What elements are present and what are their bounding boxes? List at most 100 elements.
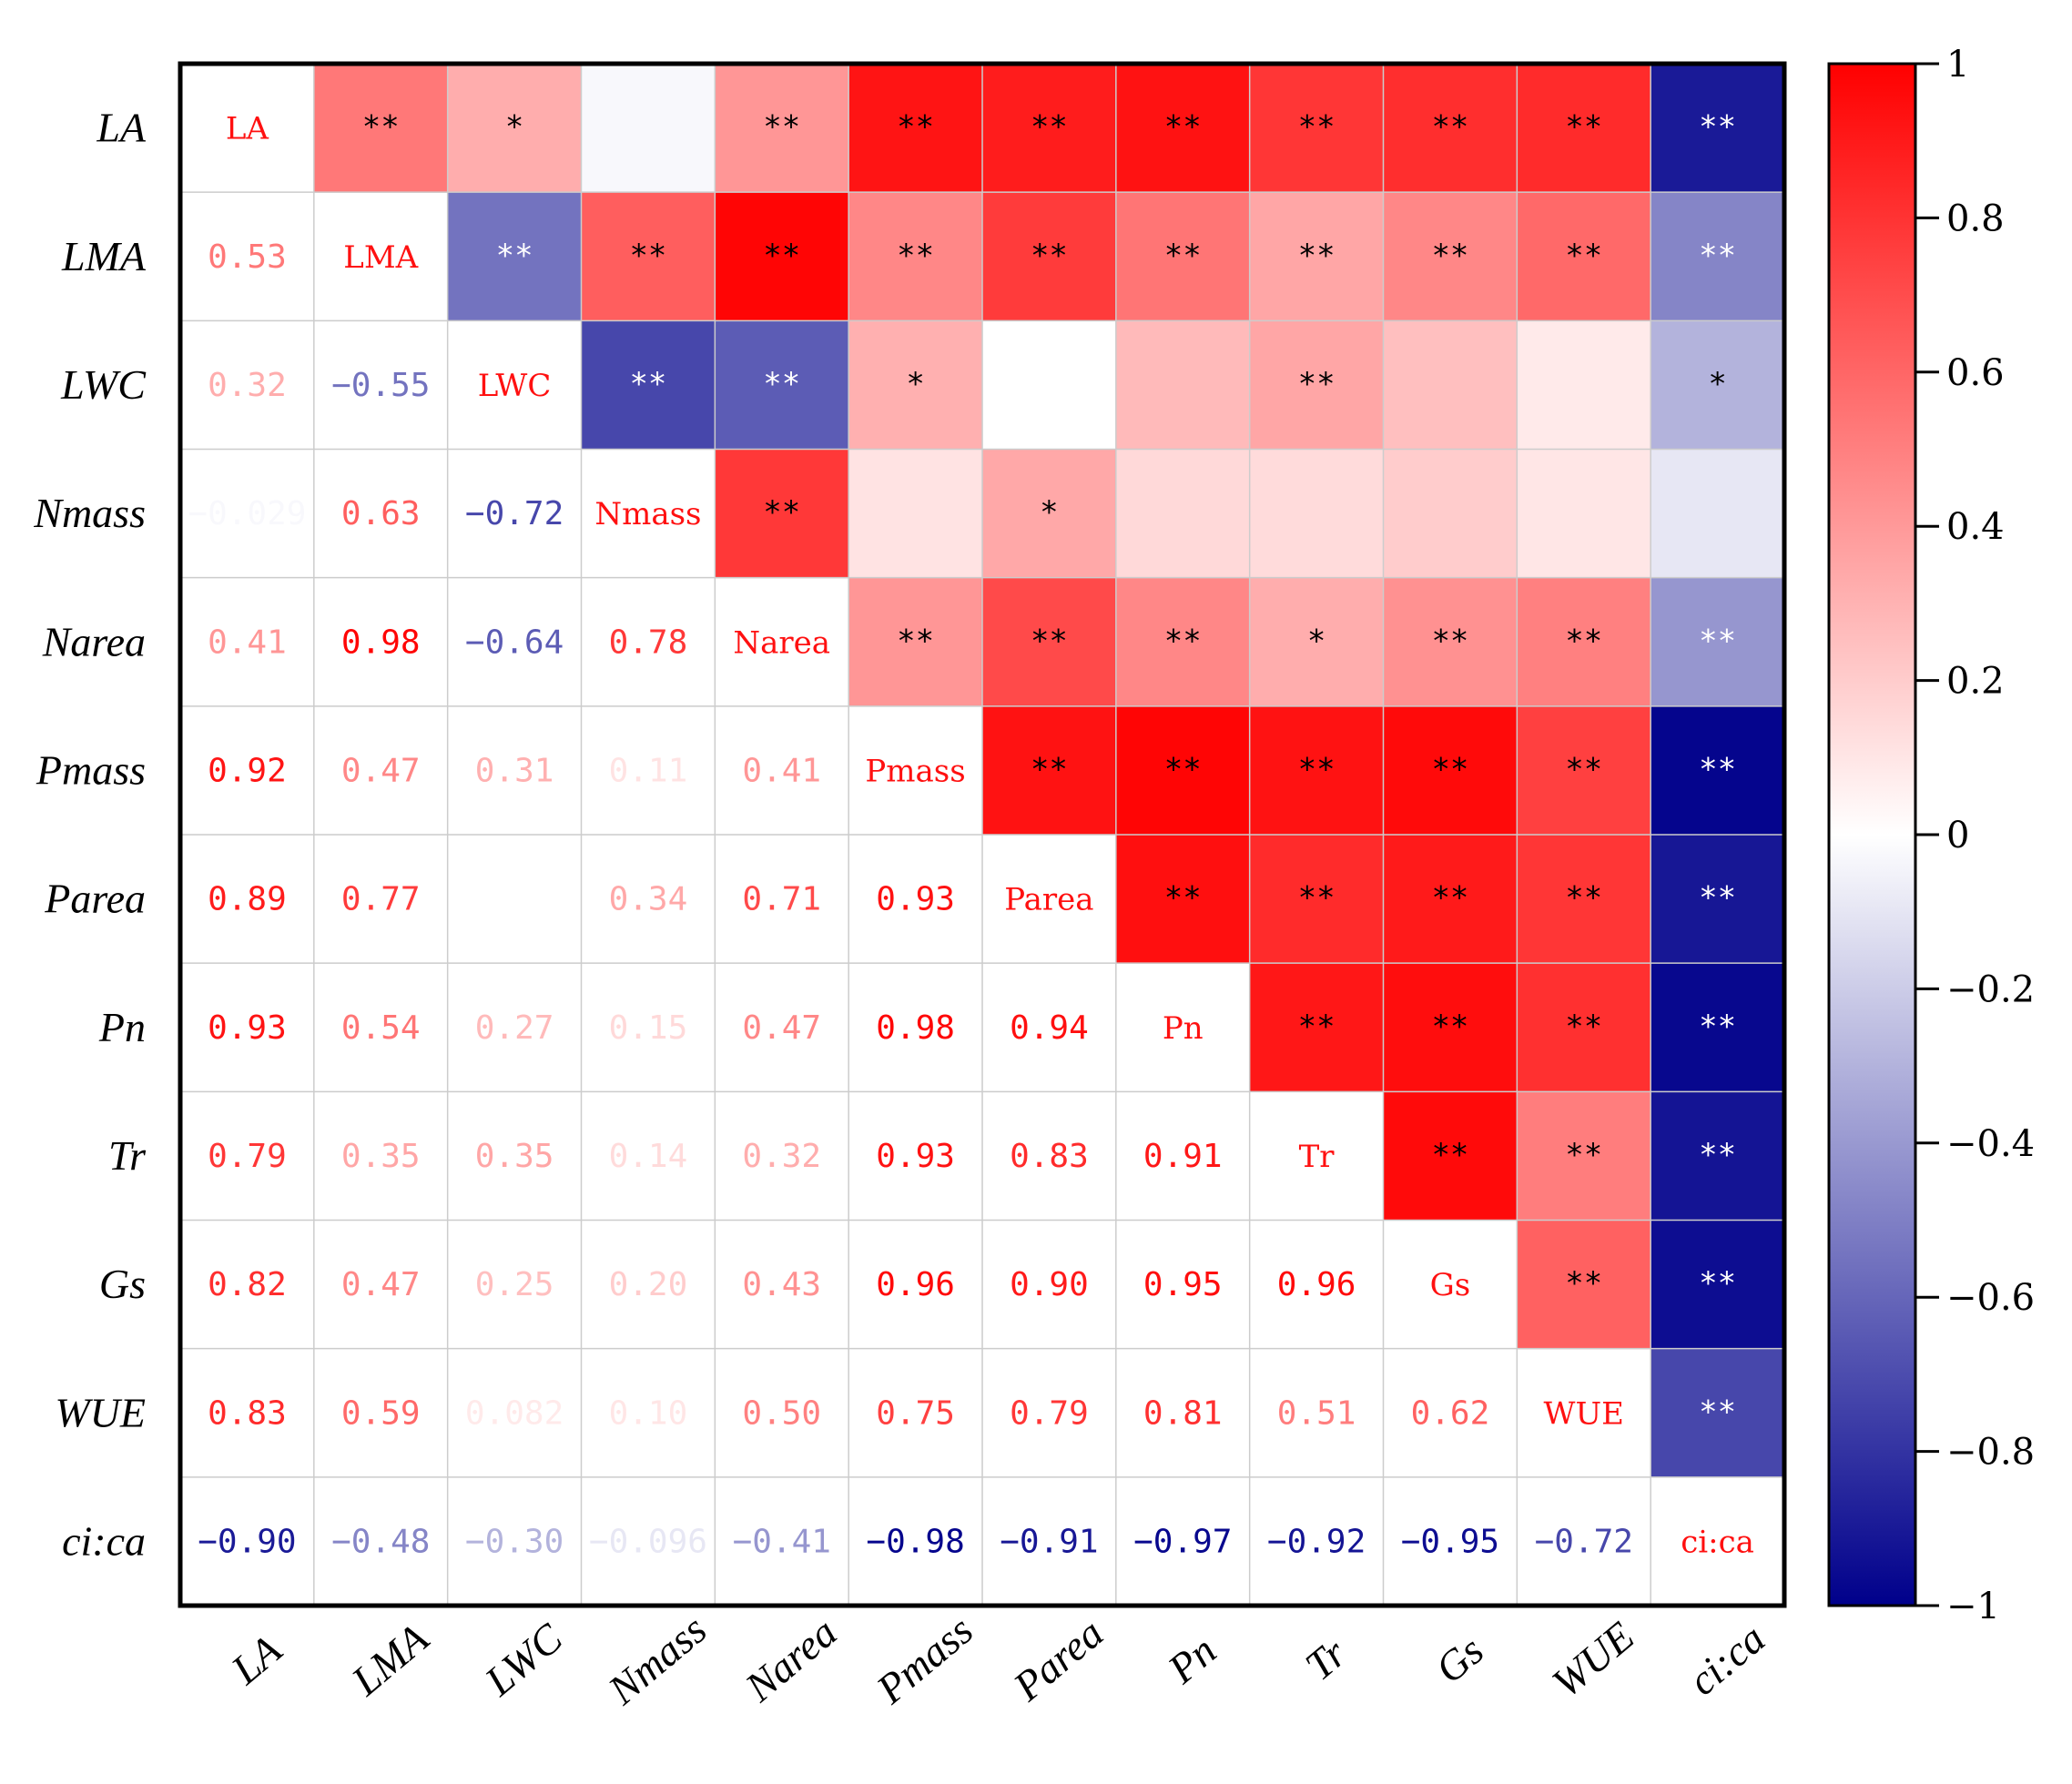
- correlation-value: 0.31: [475, 752, 554, 789]
- correlation-value: 0.77: [341, 881, 421, 918]
- heatmap-cell-LA-Pmass: [848, 64, 983, 193]
- significance-mark: **: [897, 109, 934, 146]
- significance-mark: **: [1699, 238, 1736, 274]
- significance-mark: **: [496, 238, 533, 274]
- significance-mark: **: [1164, 751, 1202, 787]
- heatmap-cell-LA-LWC: [447, 64, 582, 193]
- heatmap-cell-LWC-Pmass: [848, 320, 983, 450]
- column-label-Parea: Parea: [1004, 1609, 1112, 1710]
- heatmap-cell-Parea-WUE: [1517, 835, 1651, 964]
- heatmap-cell-LWC-ci:ca: [1650, 320, 1785, 450]
- column-label-Tr: Tr: [1296, 1629, 1356, 1689]
- heatmap-cell-LWC-Gs: [1383, 320, 1518, 450]
- correlation-value: −0.98: [866, 1523, 964, 1560]
- diagonal-label: LMA: [343, 239, 418, 276]
- row-label-Nmass: Nmass: [33, 490, 146, 536]
- heatmap-cell-LWC-Nmass: [581, 320, 716, 450]
- diagonal-label: Narea: [733, 624, 830, 661]
- colorbar-tick-label: 0.2: [1946, 661, 2005, 703]
- significance-mark: **: [1298, 1009, 1336, 1045]
- heatmap-cell-LMA-LWC: [447, 192, 582, 321]
- heatmap-cell-Pn-Gs: [1383, 963, 1518, 1092]
- diagonal-label: Pn: [1163, 1010, 1204, 1047]
- correlation-value: 0.10: [609, 1394, 688, 1432]
- correlation-value: −0.90: [198, 1523, 296, 1560]
- significance-mark: **: [1164, 238, 1202, 274]
- correlation-value: −0.64: [465, 623, 564, 661]
- heatmap-cell-Tr-WUE: [1517, 1091, 1651, 1221]
- heatmap-cell-Nmass-Narea: [715, 449, 849, 579]
- significance-mark: **: [1431, 109, 1468, 146]
- correlation-value: 0.82: [208, 1266, 287, 1303]
- significance-mark: **: [897, 623, 934, 659]
- column-label-WUE: WUE: [1543, 1613, 1642, 1707]
- row-label-Narea: Narea: [42, 618, 146, 664]
- heatmap-cell-Gs-WUE: [1517, 1220, 1651, 1350]
- significance-mark: *: [1708, 366, 1726, 402]
- significance-mark: *: [1040, 494, 1058, 531]
- correlation-value: 0.93: [876, 881, 955, 918]
- significance-mark: **: [1699, 1265, 1736, 1302]
- significance-mark: **: [629, 366, 666, 402]
- significance-mark: **: [1431, 238, 1468, 274]
- colorbar-tick-label: 0.6: [1946, 352, 2005, 394]
- heatmap-cell-Parea-ci:ca: [1650, 835, 1785, 964]
- correlation-value: 0.32: [742, 1138, 821, 1175]
- correlation-value: 0.59: [341, 1394, 421, 1432]
- significance-mark: **: [1699, 1394, 1736, 1430]
- heatmap-cell-Tr-Gs: [1383, 1091, 1518, 1221]
- heatmap-cell-LMA-WUE: [1517, 192, 1651, 321]
- heatmap-cell-LA-Pn: [1115, 64, 1251, 193]
- significance-mark: **: [1565, 238, 1602, 274]
- heatmap-cell-LA-WUE: [1517, 64, 1651, 193]
- heatmap-cell-Nmass-Gs: [1383, 449, 1518, 579]
- correlation-value: 0.082: [465, 1394, 564, 1432]
- heatmap-cell-Nmass-Tr: [1249, 449, 1384, 579]
- colorbar-tick-label: −1: [1946, 1586, 2000, 1627]
- significance-mark: *: [906, 366, 924, 402]
- correlation-value: 0.93: [208, 1009, 287, 1047]
- significance-mark: **: [1031, 623, 1068, 659]
- significance-mark: **: [1031, 238, 1068, 274]
- correlation-value: 0.94: [1010, 1009, 1089, 1047]
- significance-mark: **: [1699, 1009, 1736, 1045]
- significance-mark: **: [1699, 623, 1736, 659]
- plot-frame: [178, 61, 1787, 1608]
- colorbar-gradient: [1827, 62, 1917, 1607]
- correlation-value: 0.51: [1277, 1394, 1356, 1432]
- correlation-value: −0.48: [331, 1523, 430, 1560]
- significance-mark: **: [897, 238, 934, 274]
- row-label-LMA: LMA: [61, 233, 147, 279]
- heatmap-cell-LWC-Parea: [982, 320, 1117, 450]
- correlation-value: 0.75: [876, 1394, 955, 1432]
- correlation-value: −0.92: [1267, 1523, 1366, 1560]
- heatmap-cell-Nmass-Pn: [1115, 449, 1251, 579]
- correlation-value: 0.95: [1143, 1266, 1223, 1303]
- correlation-value: −0.95: [1401, 1523, 1499, 1560]
- heatmap-cell-Pmass-Parea: [982, 705, 1117, 836]
- significance-mark: **: [1164, 880, 1202, 917]
- column-label-Pn: Pn: [1159, 1627, 1225, 1693]
- diagonal-label: Parea: [1004, 882, 1093, 918]
- correlation-value: 0.43: [742, 1266, 821, 1303]
- significance-mark: **: [1298, 751, 1336, 787]
- heatmap-cell-Nmass-ci:ca: [1650, 449, 1785, 579]
- correlation-value: 0.83: [1010, 1138, 1089, 1175]
- colorbar-tick-label: −0.4: [1946, 1123, 2035, 1165]
- heatmap-cell-LMA-Gs: [1383, 192, 1518, 321]
- heatmap-cell-LA-Narea: [715, 64, 849, 193]
- row-label-Tr: Tr: [108, 1132, 147, 1179]
- correlation-value: −0.91: [1000, 1523, 1098, 1560]
- row-label-ci:ca: ci:ca: [62, 1517, 146, 1564]
- heatmap-cell-Pmass-ci:ca: [1650, 705, 1785, 836]
- significance-mark: *: [1307, 623, 1325, 659]
- correlation-value: −0.55: [331, 367, 430, 404]
- correlation-value: 0.54: [341, 1009, 421, 1047]
- column-label-Narea: Narea: [736, 1608, 845, 1711]
- correlation-value: 0.89: [208, 881, 287, 918]
- heatmap-cell-LA-Parea: [982, 64, 1117, 193]
- heatmap-cell-LMA-ci:ca: [1650, 192, 1785, 321]
- heatmap-cell-Narea-Gs: [1383, 577, 1518, 707]
- correlation-value: 0.90: [1010, 1266, 1089, 1303]
